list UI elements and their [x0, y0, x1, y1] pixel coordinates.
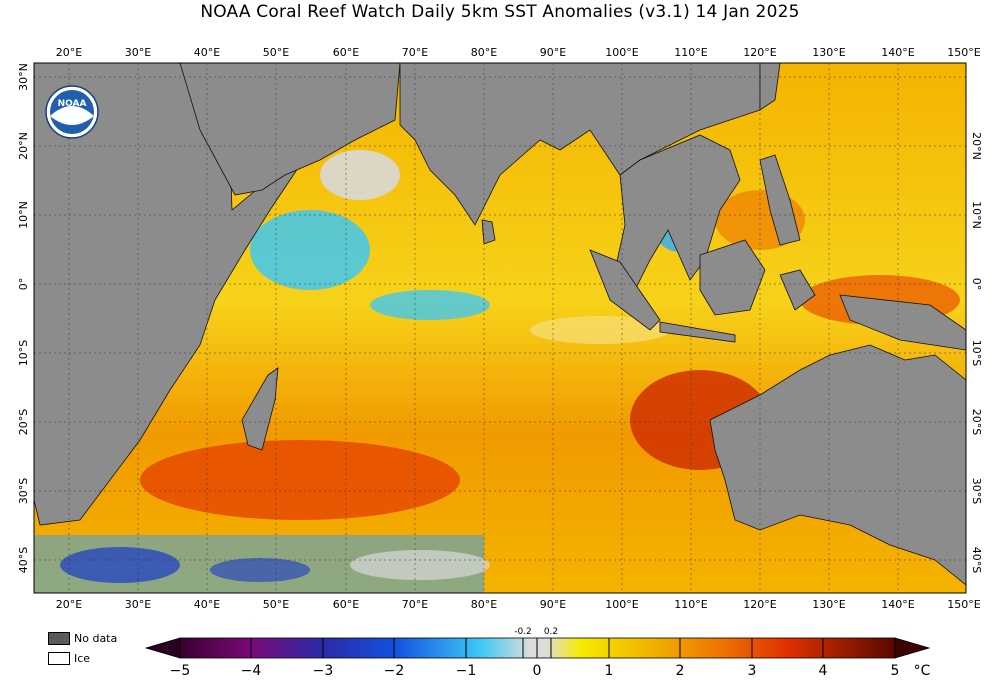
- lon-label: 100°E: [605, 598, 638, 611]
- lon-label: 90°E: [540, 46, 566, 59]
- colorbar-tick: 5: [891, 663, 900, 679]
- lon-label: 60°E: [333, 598, 359, 611]
- lat-label: 30°S: [17, 478, 30, 504]
- lon-label: 130°E: [812, 598, 845, 611]
- lon-label: 80°E: [471, 46, 497, 59]
- land-south-asia: [399, 63, 761, 226]
- lon-label: 110°E: [674, 598, 707, 611]
- lat-label: 20°S: [17, 409, 30, 435]
- lat-label: 0°: [970, 278, 983, 291]
- legend-ice: Ice: [48, 652, 90, 665]
- colorbar-tick: −2: [384, 663, 405, 679]
- lat-label: 10°S: [17, 340, 30, 366]
- lon-label: 70°E: [402, 598, 428, 611]
- land-madagascar: [241, 367, 279, 451]
- lon-label: 20°E: [56, 46, 82, 59]
- lon-label: 30°E: [125, 598, 151, 611]
- lon-labels-top: 20°E 30°E 40°E 50°E 60°E 70°E 80°E 90°E …: [56, 46, 981, 59]
- lat-labels-left: 30°N 20°N 10°N 0° 10°S 20°S 30°S 40°S: [17, 63, 30, 573]
- noaa-logo: NOAA: [45, 85, 99, 139]
- land-arabia: [179, 63, 401, 196]
- map-border: [33, 62, 967, 594]
- graticule: [34, 63, 966, 593]
- lon-label: 70°E: [402, 46, 428, 59]
- lat-label: 30°N: [17, 63, 30, 91]
- ice-swatch: [48, 652, 70, 665]
- colorbar-inner-tick: 0.2: [544, 627, 558, 637]
- lon-label: 60°E: [333, 46, 359, 59]
- cool-patch-equator: [370, 290, 490, 320]
- lon-label: 90°E: [540, 598, 566, 611]
- colorbar-tick: −3: [313, 663, 334, 679]
- colorbar-tick: 1: [605, 663, 614, 679]
- land-sri-lanka: [481, 219, 496, 245]
- land-sulawesi: [779, 269, 816, 311]
- southern-deep-cool: [60, 547, 180, 583]
- lon-label: 120°E: [743, 46, 776, 59]
- land-philippines: [759, 154, 801, 246]
- lat-label: 30°S: [970, 478, 983, 504]
- lon-label: 50°E: [263, 46, 289, 59]
- neutral-band: [530, 316, 670, 344]
- lat-label: 20°N: [970, 132, 983, 160]
- legend-no-data: No data: [48, 632, 117, 645]
- lat-label: 10°N: [17, 201, 30, 229]
- lon-label: 150°E: [947, 598, 980, 611]
- lon-label: 40°E: [194, 46, 220, 59]
- colorbar-tick: −1: [456, 663, 477, 679]
- legend-no-data-label: No data: [74, 632, 118, 645]
- land-sumatra: [589, 249, 661, 331]
- landmasses: [34, 63, 966, 586]
- southern-neutral: [350, 550, 490, 580]
- map-title: NOAA Coral Reef Watch Daily 5km SST Anom…: [200, 2, 800, 22]
- lat-label: 40°S: [970, 547, 983, 573]
- lon-label: 30°E: [125, 46, 151, 59]
- lon-label: 140°E: [881, 46, 914, 59]
- lon-label: 80°E: [471, 598, 497, 611]
- land-borneo: [699, 239, 766, 316]
- lon-labels-bottom: 20°E 30°E 40°E 50°E 60°E 70°E 80°E 90°E …: [56, 598, 981, 611]
- legend-ice-label: Ice: [74, 652, 91, 665]
- lon-label: 100°E: [605, 46, 638, 59]
- colorbar-inner-tick: -0.2: [514, 627, 532, 637]
- neutral-patch-arabian: [320, 150, 400, 200]
- lat-label: 20°N: [17, 132, 30, 160]
- lon-label: 140°E: [881, 598, 914, 611]
- lon-label: 130°E: [812, 46, 845, 59]
- no-data-swatch: [48, 632, 70, 645]
- cool-patch-arabian: [250, 210, 370, 290]
- colorbar-tick: −4: [241, 663, 262, 679]
- map-area: NOAA: [34, 63, 966, 593]
- colorbar: -0.2 0.2 −5 −4 −3 −2 −1 0 1 2 3 4 5 °C: [144, 627, 931, 679]
- colorbar-low-arrow: [144, 637, 181, 659]
- lon-label: 150°E: [947, 46, 980, 59]
- lat-label: 0°: [17, 278, 30, 291]
- colorbar-unit: °C: [914, 663, 931, 679]
- lon-label: 120°E: [743, 598, 776, 611]
- lat-label: 10°S: [970, 340, 983, 366]
- svg-text:NOAA: NOAA: [58, 99, 87, 109]
- colorbar-tick: 3: [748, 663, 757, 679]
- lon-label: 40°E: [194, 598, 220, 611]
- colorbar-tick: 0: [533, 663, 542, 679]
- colorbar-tick: −5: [170, 663, 191, 679]
- lat-labels-right: 20°N 10°N 0° 10°S 20°S 30°S 40°S: [970, 132, 983, 573]
- colorbar-tick: 2: [676, 663, 685, 679]
- lat-label: 40°S: [17, 547, 30, 573]
- lon-label: 110°E: [674, 46, 707, 59]
- land-new-guinea: [839, 294, 966, 351]
- land-java: [659, 321, 736, 343]
- lat-label: 20°S: [970, 409, 983, 435]
- lon-label: 20°E: [56, 598, 82, 611]
- lon-label: 50°E: [263, 598, 289, 611]
- colorbar-tick: 4: [819, 663, 828, 679]
- hot-patch-south: [140, 440, 460, 520]
- lat-label: 10°N: [970, 201, 983, 229]
- colorbar-high-arrow: [894, 637, 931, 659]
- southern-deep-cool-2: [210, 558, 310, 582]
- land-australia: [709, 344, 966, 586]
